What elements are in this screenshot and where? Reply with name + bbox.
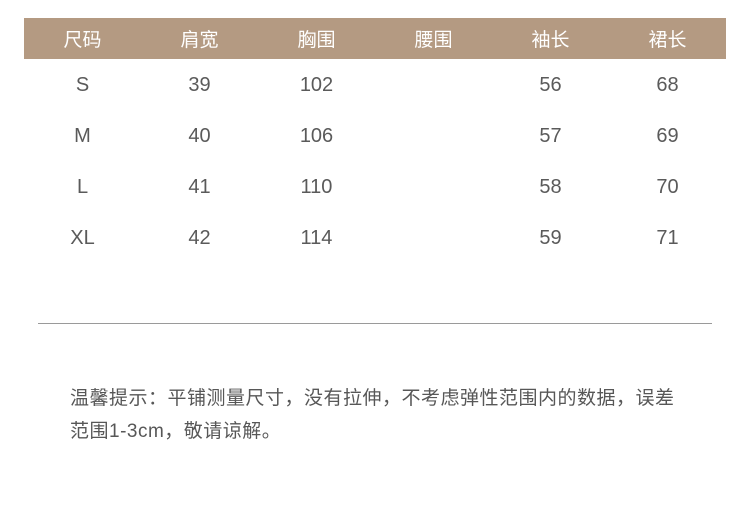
- measurement-note: 温馨提示：平铺测量尺寸，没有拉伸，不考虑弹性范围内的数据，误差范围1-3cm，敬…: [70, 382, 680, 449]
- table-row: L 41 110 58 70: [24, 161, 726, 212]
- cell: 42: [141, 212, 258, 263]
- size-chart-wrap: 尺码 肩宽 胸围 腰围 袖长 裙长 S 39 102 56 68 M 40 10…: [0, 0, 750, 263]
- cell: 70: [609, 161, 726, 212]
- table-row: XL 42 114 59 71: [24, 212, 726, 263]
- cell: XL: [24, 212, 141, 263]
- col-size: 尺码: [24, 18, 141, 59]
- size-table: 尺码 肩宽 胸围 腰围 袖长 裙长 S 39 102 56 68 M 40 10…: [24, 18, 726, 263]
- cell: S: [24, 59, 141, 110]
- cell: 71: [609, 212, 726, 263]
- cell: 58: [492, 161, 609, 212]
- cell: L: [24, 161, 141, 212]
- cell: [375, 161, 492, 212]
- cell: 41: [141, 161, 258, 212]
- cell: 56: [492, 59, 609, 110]
- cell: 57: [492, 110, 609, 161]
- size-table-head: 尺码 肩宽 胸围 腰围 袖长 裙长: [24, 18, 726, 59]
- col-sleeve: 袖长: [492, 18, 609, 59]
- col-bust: 胸围: [258, 18, 375, 59]
- size-table-body: S 39 102 56 68 M 40 106 57 69 L 41 110 5…: [24, 59, 726, 263]
- table-row: M 40 106 57 69: [24, 110, 726, 161]
- cell: 68: [609, 59, 726, 110]
- cell: 106: [258, 110, 375, 161]
- cell: [375, 110, 492, 161]
- cell: 69: [609, 110, 726, 161]
- col-waist: 腰围: [375, 18, 492, 59]
- cell: [375, 212, 492, 263]
- cell: 114: [258, 212, 375, 263]
- cell: 102: [258, 59, 375, 110]
- cell: 110: [258, 161, 375, 212]
- divider-line: [38, 323, 712, 324]
- cell: 39: [141, 59, 258, 110]
- cell: M: [24, 110, 141, 161]
- table-row: S 39 102 56 68: [24, 59, 726, 110]
- cell: 40: [141, 110, 258, 161]
- cell: [375, 59, 492, 110]
- col-shoulder: 肩宽: [141, 18, 258, 59]
- cell: 59: [492, 212, 609, 263]
- col-skirt: 裙长: [609, 18, 726, 59]
